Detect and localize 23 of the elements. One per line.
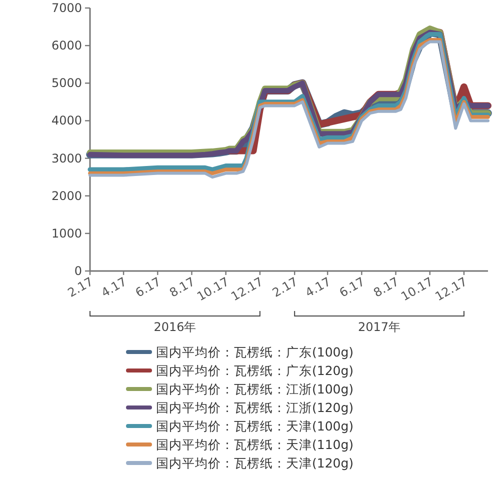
legend-label: 国内平均价：瓦楞纸：广东(120g) (156, 363, 354, 378)
legend-label: 国内平均价：瓦楞纸：广东(100g) (156, 344, 354, 360)
y-tick-label: 3000 (51, 151, 82, 166)
legend-label: 国内平均价：瓦楞纸：天津(120g) (156, 456, 354, 470)
text: 2017年 (358, 320, 401, 334)
x-tick-label: 2.17 (270, 274, 300, 300)
x-tick-label: 8.17 (167, 274, 198, 300)
y-tick-label: 1000 (51, 226, 82, 240)
x-tick-label: 4.17 (98, 274, 130, 300)
legend-label: 国内平均价：瓦楞纸：天津(110g) (156, 437, 354, 452)
text: 2016年 (154, 320, 196, 334)
legend-label: 国内平均价：瓦楞纸：江浙(120g) (156, 400, 354, 415)
legend-label: 国内平均价：瓦楞纸：天津(100g) (156, 418, 354, 434)
y-tick-label: 4000 (51, 114, 82, 128)
x-tick-label: 6.17 (133, 274, 164, 300)
x-tick-label: 8.17 (371, 274, 402, 300)
x-tick-label: 6.17 (337, 274, 368, 300)
y-tick-label: 6000 (51, 38, 82, 53)
legend-label: 国内平均价：瓦楞纸：江浙(100g) (156, 382, 354, 396)
x-tick-label: 4.17 (302, 274, 334, 300)
y-tick-label: 5000 (51, 76, 82, 90)
y-tick-label: 7000 (51, 1, 82, 15)
y-tick-label: 2000 (51, 188, 82, 203)
